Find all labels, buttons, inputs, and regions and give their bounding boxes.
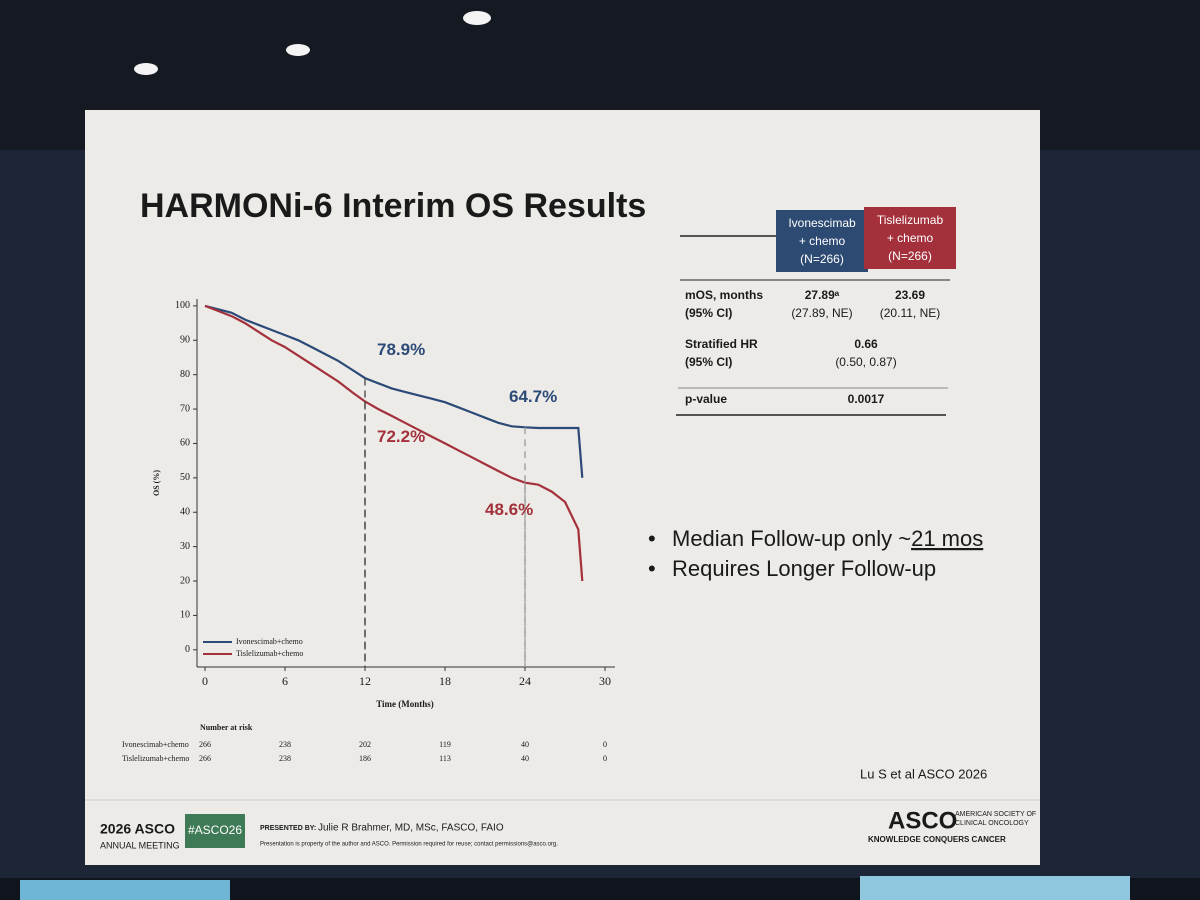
y-tick-label: 80 — [180, 369, 190, 380]
x-tick-label: 30 — [599, 674, 611, 688]
hashtag-box — [185, 814, 245, 848]
risk-count: 40 — [521, 754, 529, 763]
table-cell: 23.69 — [895, 288, 925, 302]
bullet-marker: • — [648, 556, 656, 581]
table-cell: 27.89ᵃ — [805, 288, 840, 302]
landmark-label: 72.2% — [377, 427, 425, 446]
table-cell: (27.89, NE) — [791, 306, 852, 320]
landmark-label: 78.9% — [377, 340, 425, 359]
x-axis-label: Time (Months) — [376, 699, 434, 709]
table-row-label: (95% CI) — [685, 355, 732, 369]
table-cell: 0.66 — [854, 337, 878, 351]
y-tick-label: 50 — [180, 472, 190, 483]
table-cell: (20.11, NE) — [880, 306, 940, 320]
meeting-year: 2026 ASCO — [100, 821, 175, 837]
tagline: KNOWLEDGE CONQUERS CANCER — [868, 835, 1006, 844]
hashtag: #ASCO26 — [188, 823, 242, 837]
x-tick-label: 24 — [519, 674, 531, 688]
disclaimer: Presentation is property of the author a… — [260, 842, 558, 848]
x-tick-label: 12 — [359, 674, 371, 688]
y-tick-label: 0 — [185, 644, 190, 655]
stage-light — [286, 44, 310, 56]
citation: Lu S et al ASCO 2026 — [860, 766, 987, 781]
risk-count: 40 — [521, 740, 529, 749]
bullet-marker: • — [648, 526, 656, 551]
table-header-text: Tislelizumab — [877, 213, 944, 227]
legend-label: Ivonescimab+chemo — [236, 637, 303, 646]
x-tick-label: 6 — [282, 674, 288, 688]
x-tick-label: 18 — [439, 674, 451, 688]
meeting-name: ANNUAL MEETING — [100, 840, 180, 850]
stage-light — [134, 63, 158, 75]
risk-count: 186 — [359, 754, 371, 763]
y-tick-label: 60 — [180, 438, 190, 449]
y-tick-label: 40 — [180, 507, 190, 518]
table-header-text: + chemo — [887, 231, 934, 245]
risk-count: 238 — [279, 740, 291, 749]
table-cell: 0.0017 — [848, 392, 885, 406]
y-tick-label: 90 — [180, 335, 190, 346]
risk-count: 266 — [199, 740, 211, 749]
society-name: AMERICAN SOCIETY OF — [955, 811, 1036, 818]
survival-curve — [204, 304, 584, 582]
table-header-text: (N=266) — [888, 249, 932, 263]
risk-row-label: Tislelizumab+chemo — [122, 754, 189, 763]
table-header-text: (N=266) — [800, 252, 844, 266]
risk-count: 119 — [439, 740, 451, 749]
presented-by-label: PRESENTED BY: — [260, 825, 316, 832]
risk-title: Number at risk — [200, 723, 253, 732]
risk-row-label: Ivonescimab+chemo — [122, 740, 189, 749]
bullet-underlined: 21 mos — [911, 526, 983, 551]
y-tick-label: 70 — [180, 403, 190, 414]
table-cell: (0.50, 0.87) — [835, 355, 896, 369]
slide-title: HARMONi-6 Interim OS Results — [140, 187, 646, 225]
survival-curve — [204, 304, 584, 478]
risk-count: 0 — [603, 754, 607, 763]
y-axis-label: OS (%) — [152, 470, 161, 496]
risk-count: 202 — [359, 740, 371, 749]
y-tick-label: 10 — [180, 610, 190, 621]
landmark-label: 48.6% — [485, 500, 533, 519]
bullet: Median Follow-up only ~21 mos — [672, 526, 983, 551]
table-row-label: Stratified HR — [685, 337, 758, 351]
led-strip — [860, 876, 1130, 900]
table-header-cell — [864, 207, 956, 269]
table-header-cell — [776, 210, 868, 272]
x-tick-label: 0 — [202, 674, 208, 688]
bullet: Requires Longer Follow-up — [672, 556, 936, 581]
society-name: CLINICAL ONCOLOGY — [955, 820, 1029, 827]
risk-count: 0 — [603, 740, 607, 749]
y-tick-label: 30 — [180, 541, 190, 552]
y-tick-label: 100 — [175, 300, 190, 311]
table-row-label: mOS, months — [685, 288, 763, 302]
risk-count: 266 — [199, 754, 211, 763]
bullet-text: Median Follow-up only ~ — [672, 526, 911, 551]
led-strip — [20, 880, 230, 900]
asco-logo: ASCO — [888, 807, 957, 834]
risk-count: 238 — [279, 754, 291, 763]
table-header-text: + chemo — [799, 234, 846, 248]
table-row-label: (95% CI) — [685, 306, 732, 320]
y-tick-label: 20 — [180, 575, 190, 586]
stage-light — [463, 11, 491, 25]
table-row-label: p-value — [685, 392, 727, 406]
legend-label: Tislelizumab+chemo — [236, 649, 303, 658]
table-header-text: Ivonescimab — [788, 216, 856, 230]
landmark-label: 64.7% — [509, 387, 557, 406]
presenter: Julie R Brahmer, MD, MSc, FASCO, FAIO — [318, 823, 504, 834]
risk-count: 113 — [439, 754, 451, 763]
